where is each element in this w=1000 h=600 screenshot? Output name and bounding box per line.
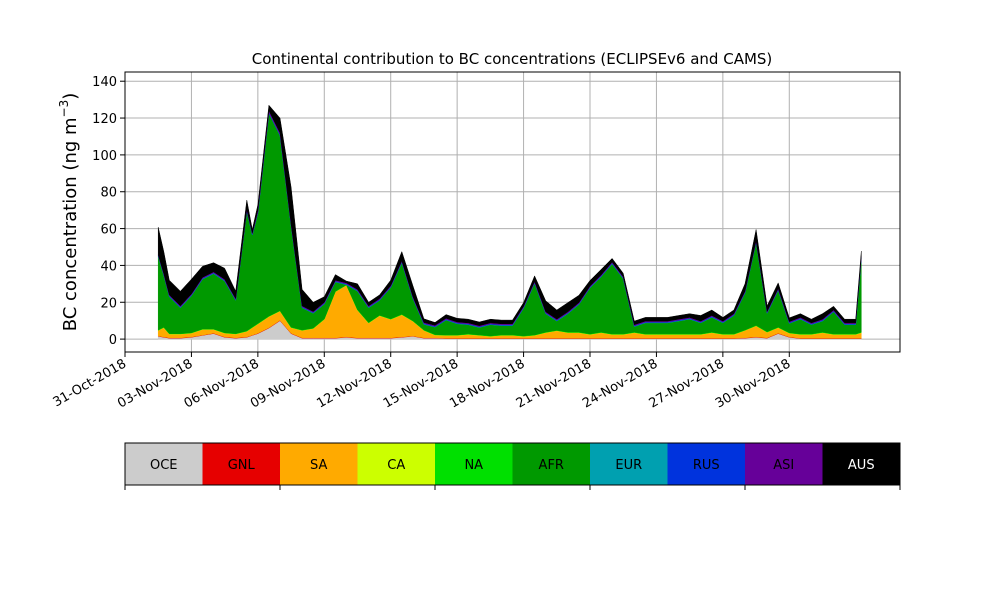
colorbar-label-na: NA <box>464 458 483 473</box>
chart-title: Continental contribution to BC concentra… <box>252 50 773 68</box>
colorbar-swatch-oce <box>125 443 203 485</box>
colorbar-swatch-asi <box>745 443 823 485</box>
colorbar-label-aus: AUS <box>848 458 875 473</box>
plot-frame <box>124 71 901 353</box>
y-tick-label: 80 <box>100 186 117 201</box>
y-tick-label: 120 <box>92 112 117 127</box>
colorbar-swatch-afr <box>512 443 591 485</box>
y-tick-label: 60 <box>100 223 117 238</box>
y-tick-label: 20 <box>100 296 117 311</box>
area-aus <box>157 104 862 326</box>
stacked-areas <box>157 104 862 340</box>
colorbar-swatch-na <box>435 443 513 485</box>
colorbar-label-oce: OCE <box>150 458 178 473</box>
colorbar-swatch-rus <box>667 443 746 485</box>
y-axis-label-exponent: −3 <box>57 100 71 118</box>
colorbar-label-eur: EUR <box>615 458 642 473</box>
colorbar-frame <box>124 442 901 486</box>
y-axis-label-main: BC concentration (ng m <box>60 117 81 331</box>
y-axis-ticks: 0 20 40 60 80 100 120 140 <box>92 75 125 348</box>
colorbar-label-afr: AFR <box>539 458 564 473</box>
y-tick-label: 100 <box>92 149 117 164</box>
grid <box>124 72 900 352</box>
colorbar-label-asi: ASI <box>773 458 794 473</box>
y-tick-label: 140 <box>92 75 117 90</box>
colorbar-swatch-sa <box>280 443 358 485</box>
colorbar-swatch-gnl <box>202 443 281 485</box>
y-axis-label-close: ) <box>60 93 81 100</box>
y-tick-label: 40 <box>100 259 117 274</box>
colorbar-legend: OCE GNL SA CA NA AFR EUR RUS ASI AUS <box>124 442 901 490</box>
axes <box>124 71 901 353</box>
colorbar-swatch-eur <box>590 443 668 485</box>
colorbar-label-ca: CA <box>387 458 405 473</box>
colorbar-swatch-aus <box>822 443 901 485</box>
x-tick-label: 30-Nov-2018 <box>713 356 793 411</box>
colorbar-label-rus: RUS <box>693 458 720 473</box>
y-tick-label: 0 <box>109 333 117 348</box>
x-axis-ticks: 31-Oct-201803-Nov-201806-Nov-201809-Nov-… <box>51 352 793 411</box>
colorbar-label-gnl: GNL <box>228 458 256 473</box>
y-axis-label: BC concentration (ng m−3) <box>57 93 81 332</box>
colorbar-label-sa: SA <box>310 458 327 473</box>
colorbar-swatch-ca <box>357 443 436 485</box>
